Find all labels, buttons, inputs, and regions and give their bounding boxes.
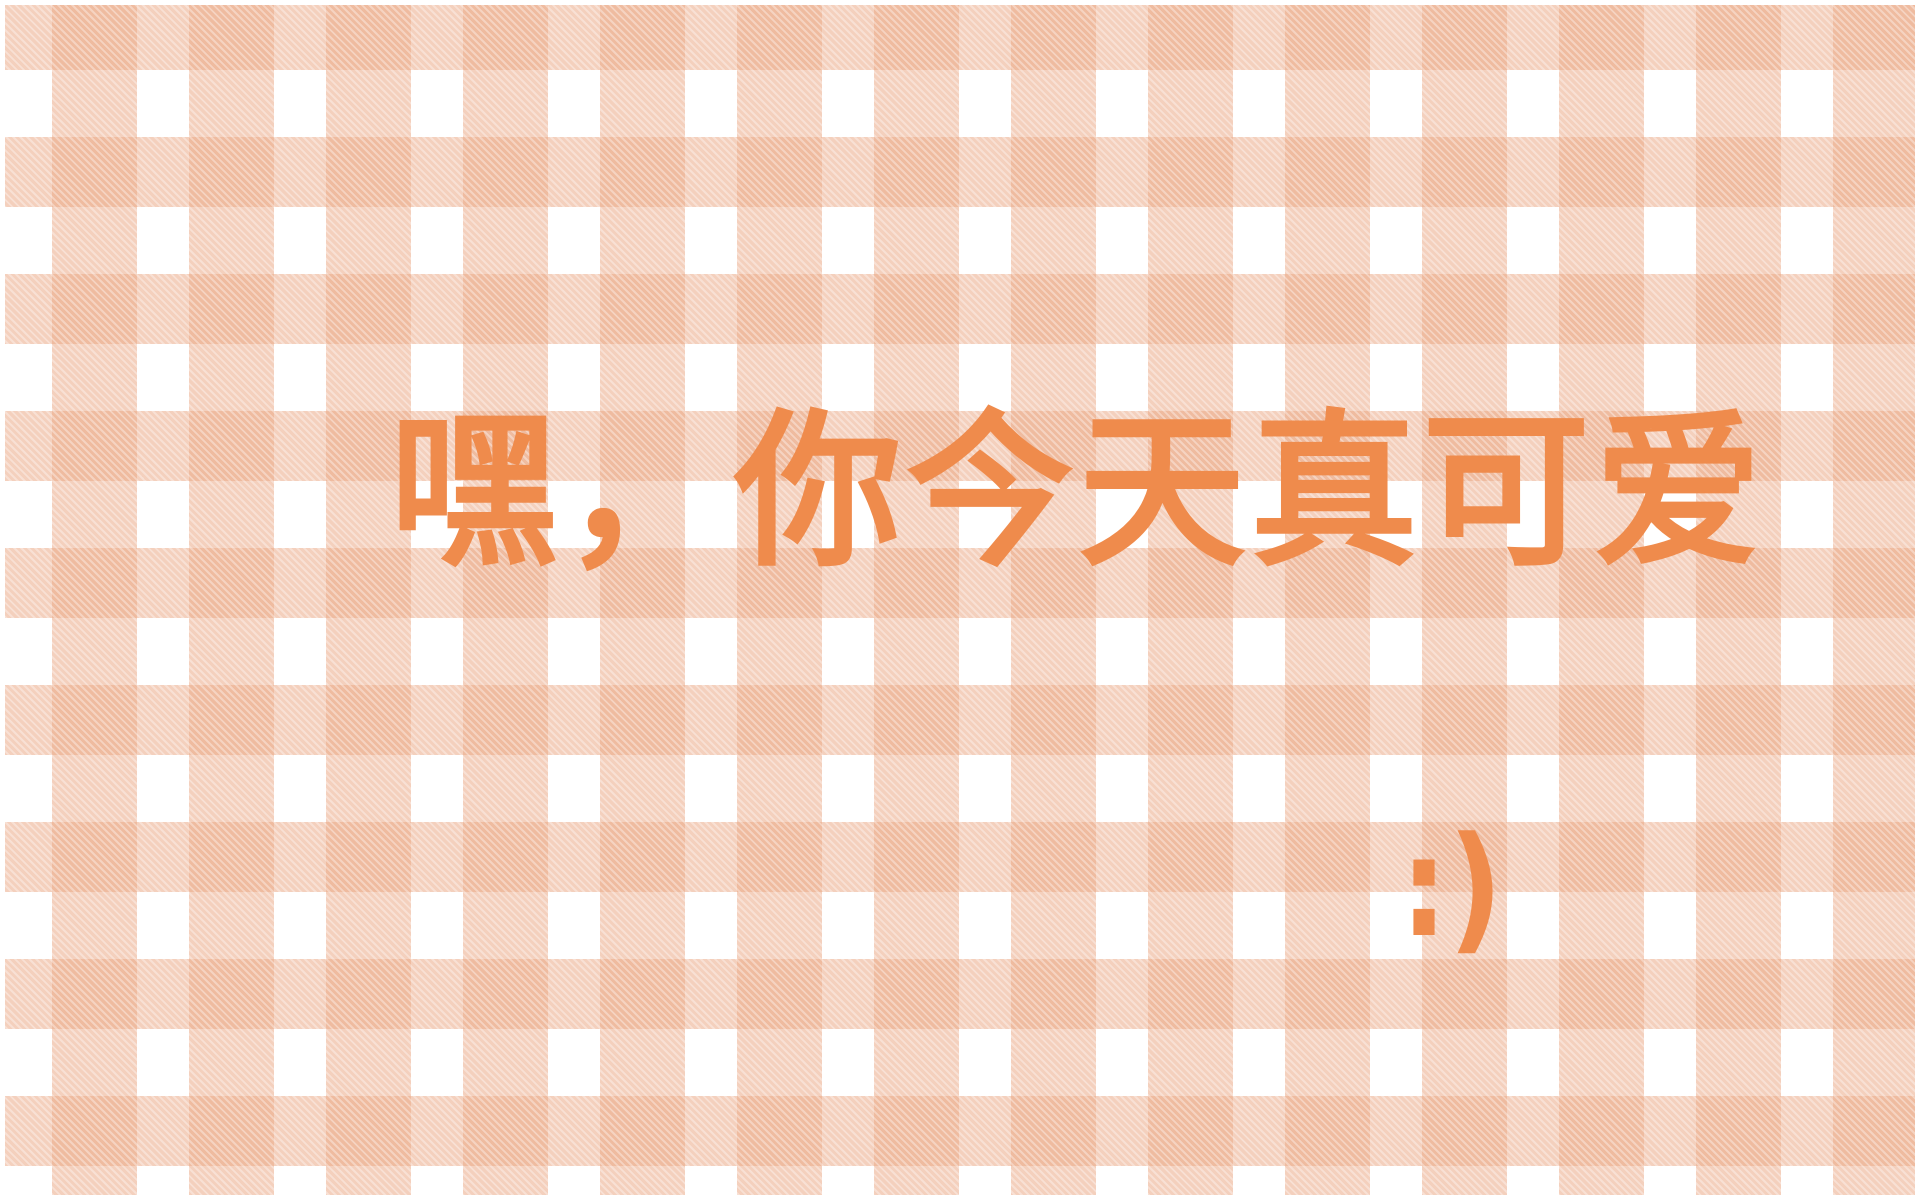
smiley-emoticon: :): [1400, 808, 1503, 969]
handwritten-message: 嘿，你今天真可爱: [390, 394, 1766, 590]
